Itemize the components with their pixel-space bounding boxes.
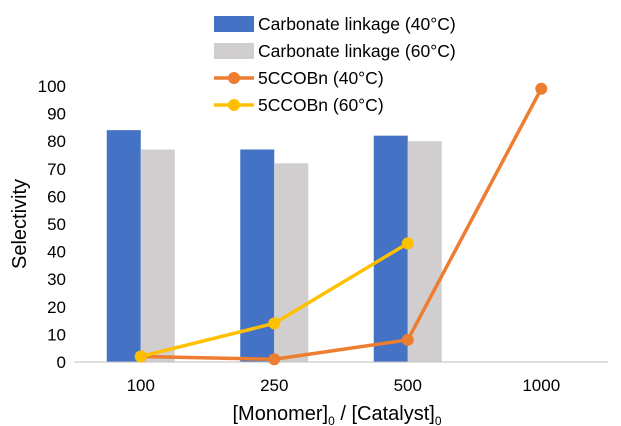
x-tick-label: 250 [260,376,288,395]
data-point [401,333,414,346]
legend-label: 5CCOBn (40°C) [258,68,384,88]
y-tick-label: 20 [47,298,66,317]
y-tick-label: 10 [47,325,66,344]
data-point [268,317,281,330]
y-tick-label: 50 [47,215,66,234]
legend-label: Carbonate linkage (60°C) [258,41,456,61]
data-point [535,82,548,95]
x-axis: 100 250 500 1000 [127,376,561,395]
y-axis-title: Selectivity [9,179,31,269]
y-tick-label: 30 [47,270,66,289]
legend-marker [228,99,240,111]
y-tick-label: 90 [47,105,66,124]
data-point [268,353,281,366]
legend-swatch [214,16,254,32]
bars [106,130,442,362]
series-line [139,87,543,361]
x-tick-label: 1000 [522,376,560,395]
y-tick-label: 60 [47,187,66,206]
bar [373,135,408,362]
bar [106,130,141,362]
x-tick-label: 500 [394,376,422,395]
legend: Carbonate linkage (40°C) Carbonate linkag… [214,14,456,115]
x-axis-title: [Monomer]0 / [Catalyst]0 [233,403,442,426]
lines [134,82,548,366]
bar [274,163,309,362]
y-tick-label: 70 [47,160,66,179]
y-tick-label: 100 [38,77,66,96]
y-tick-label: 40 [47,243,66,262]
data-point [401,237,414,250]
data-point [134,350,147,363]
bar [140,149,175,362]
y-tick-label: 0 [57,353,66,372]
bar [407,141,442,362]
y-tick-label: 80 [47,132,66,151]
x-tick-label: 100 [127,376,155,395]
legend-marker [228,72,240,84]
y-axis: 0 10 20 30 40 50 60 70 80 90 100 [38,77,66,372]
legend-label: Carbonate linkage (40°C) [258,14,456,34]
legend-label: 5CCOBn (60°C) [258,95,384,115]
legend-swatch [214,43,254,59]
